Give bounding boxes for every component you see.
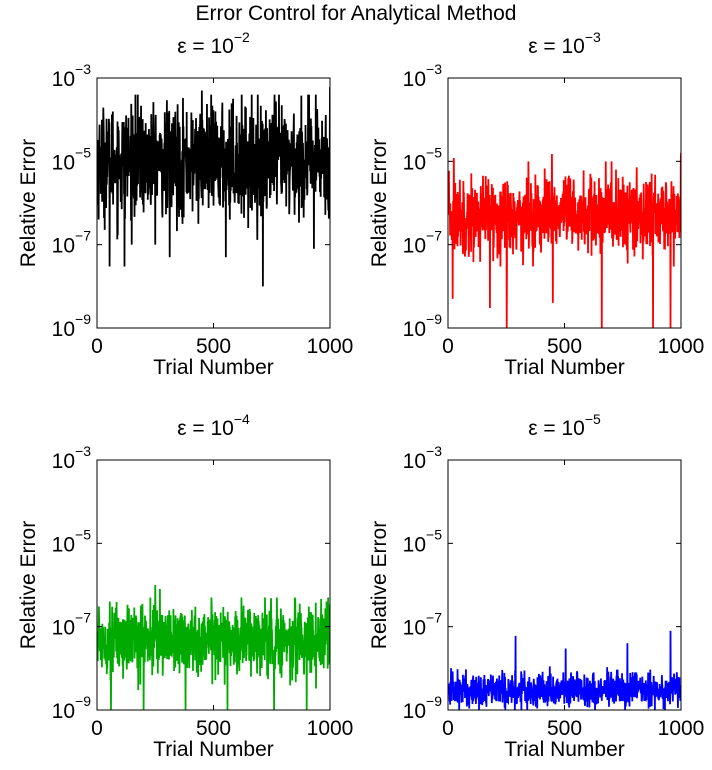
y-tick-label: 10−3: [52, 443, 92, 473]
x-axis-label: Trial Number: [153, 356, 274, 379]
y-tick-base: 10: [52, 700, 75, 723]
y-tick-label: 10−3: [52, 61, 92, 91]
x-tick-label: 0: [91, 717, 103, 740]
y-tick-exponent: −9: [75, 693, 91, 709]
x-tick-label: 0: [442, 335, 454, 358]
y-tick-exponent: −9: [426, 693, 442, 709]
y-tick-exponent: −9: [75, 311, 91, 327]
y-tick-exponent: −3: [75, 61, 91, 77]
x-tick-label: 500: [547, 335, 582, 358]
y-tick-exponent: −3: [75, 443, 91, 459]
x-tick-label: 500: [547, 717, 582, 740]
y-tick-exponent: −7: [426, 610, 442, 626]
y-tick-label: 10−7: [403, 228, 443, 258]
y-tick-exponent: −5: [75, 526, 91, 542]
y-tick-label: 10−3: [403, 61, 443, 91]
y-tick-label: 10−7: [403, 610, 443, 640]
y-axis-label: Relative Error: [368, 521, 391, 649]
y-tick-base: 10: [52, 318, 75, 341]
y-tick-exponent: −5: [75, 144, 91, 160]
series-line: [448, 152, 681, 328]
subplot-title-base: ε = 10: [177, 417, 234, 440]
subplot-title-base: ε = 10: [177, 35, 234, 58]
x-tick-label: 0: [442, 717, 454, 740]
subplot-title-base: ε = 10: [528, 417, 585, 440]
subplot-title-exponent: −5: [585, 411, 601, 427]
y-tick-label: 10−5: [403, 144, 443, 174]
y-tick-label: 10−7: [52, 610, 92, 640]
y-tick-label: 10−5: [52, 144, 92, 174]
y-axis-label: Relative Error: [368, 139, 391, 267]
y-tick-base: 10: [52, 450, 75, 473]
y-tick-exponent: −3: [426, 443, 442, 459]
x-axis-label: Trial Number: [504, 356, 625, 379]
subplot-title: ε = 10−2: [177, 29, 250, 58]
y-tick-label: 10−9: [403, 693, 443, 723]
y-tick-base: 10: [403, 151, 426, 174]
y-axis-label: Relative Error: [17, 139, 40, 267]
x-tick-label: 1000: [307, 717, 354, 740]
subplot-title: ε = 10−5: [528, 411, 601, 440]
x-axis-label: Trial Number: [153, 738, 274, 761]
y-tick-base: 10: [52, 235, 75, 258]
x-tick-label: 1000: [658, 335, 705, 358]
y-tick-base: 10: [52, 151, 75, 174]
x-tick-label: 1000: [307, 335, 354, 358]
y-tick-label: 10−5: [52, 526, 92, 556]
y-tick-label: 10−9: [52, 693, 92, 723]
y-tick-base: 10: [52, 617, 75, 640]
y-tick-exponent: −3: [426, 61, 442, 77]
subplot-title: ε = 10−4: [177, 411, 250, 440]
y-tick-base: 10: [403, 533, 426, 556]
series-line: [97, 87, 330, 287]
subplot-title: ε = 10−3: [528, 29, 601, 58]
subplot-title-base: ε = 10: [528, 35, 585, 58]
y-tick-exponent: −7: [426, 228, 442, 244]
y-tick-base: 10: [403, 318, 426, 341]
y-tick-base: 10: [403, 68, 426, 91]
series-line: [97, 584, 330, 710]
y-tick-exponent: −7: [75, 228, 91, 244]
x-tick-label: 500: [196, 335, 231, 358]
y-tick-base: 10: [52, 68, 75, 91]
y-tick-exponent: −7: [75, 610, 91, 626]
subplot-title-exponent: −3: [585, 29, 601, 45]
series-line: [448, 630, 681, 710]
x-tick-label: 1000: [658, 717, 705, 740]
subplot-title-exponent: −2: [234, 29, 250, 45]
axes-frame: [447, 459, 682, 711]
x-tick-label: 500: [196, 717, 231, 740]
x-axis-label: Trial Number: [504, 738, 625, 761]
y-tick-label: 10−5: [403, 526, 443, 556]
subplot-title-exponent: −4: [234, 411, 250, 427]
y-tick-label: 10−7: [52, 228, 92, 258]
y-tick-base: 10: [403, 235, 426, 258]
y-tick-label: 10−9: [52, 311, 92, 341]
y-axis-label: Relative Error: [17, 521, 40, 649]
y-tick-base: 10: [403, 700, 426, 723]
y-tick-label: 10−9: [403, 311, 443, 341]
y-tick-exponent: −9: [426, 311, 442, 327]
y-tick-label: 10−3: [403, 443, 443, 473]
y-tick-exponent: −5: [426, 144, 442, 160]
figure-title: Error Control for Analytical Method: [195, 2, 517, 25]
y-tick-base: 10: [52, 533, 75, 556]
y-tick-base: 10: [403, 450, 426, 473]
x-tick-label: 0: [91, 335, 103, 358]
y-tick-base: 10: [403, 617, 426, 640]
y-tick-exponent: −5: [426, 526, 442, 542]
